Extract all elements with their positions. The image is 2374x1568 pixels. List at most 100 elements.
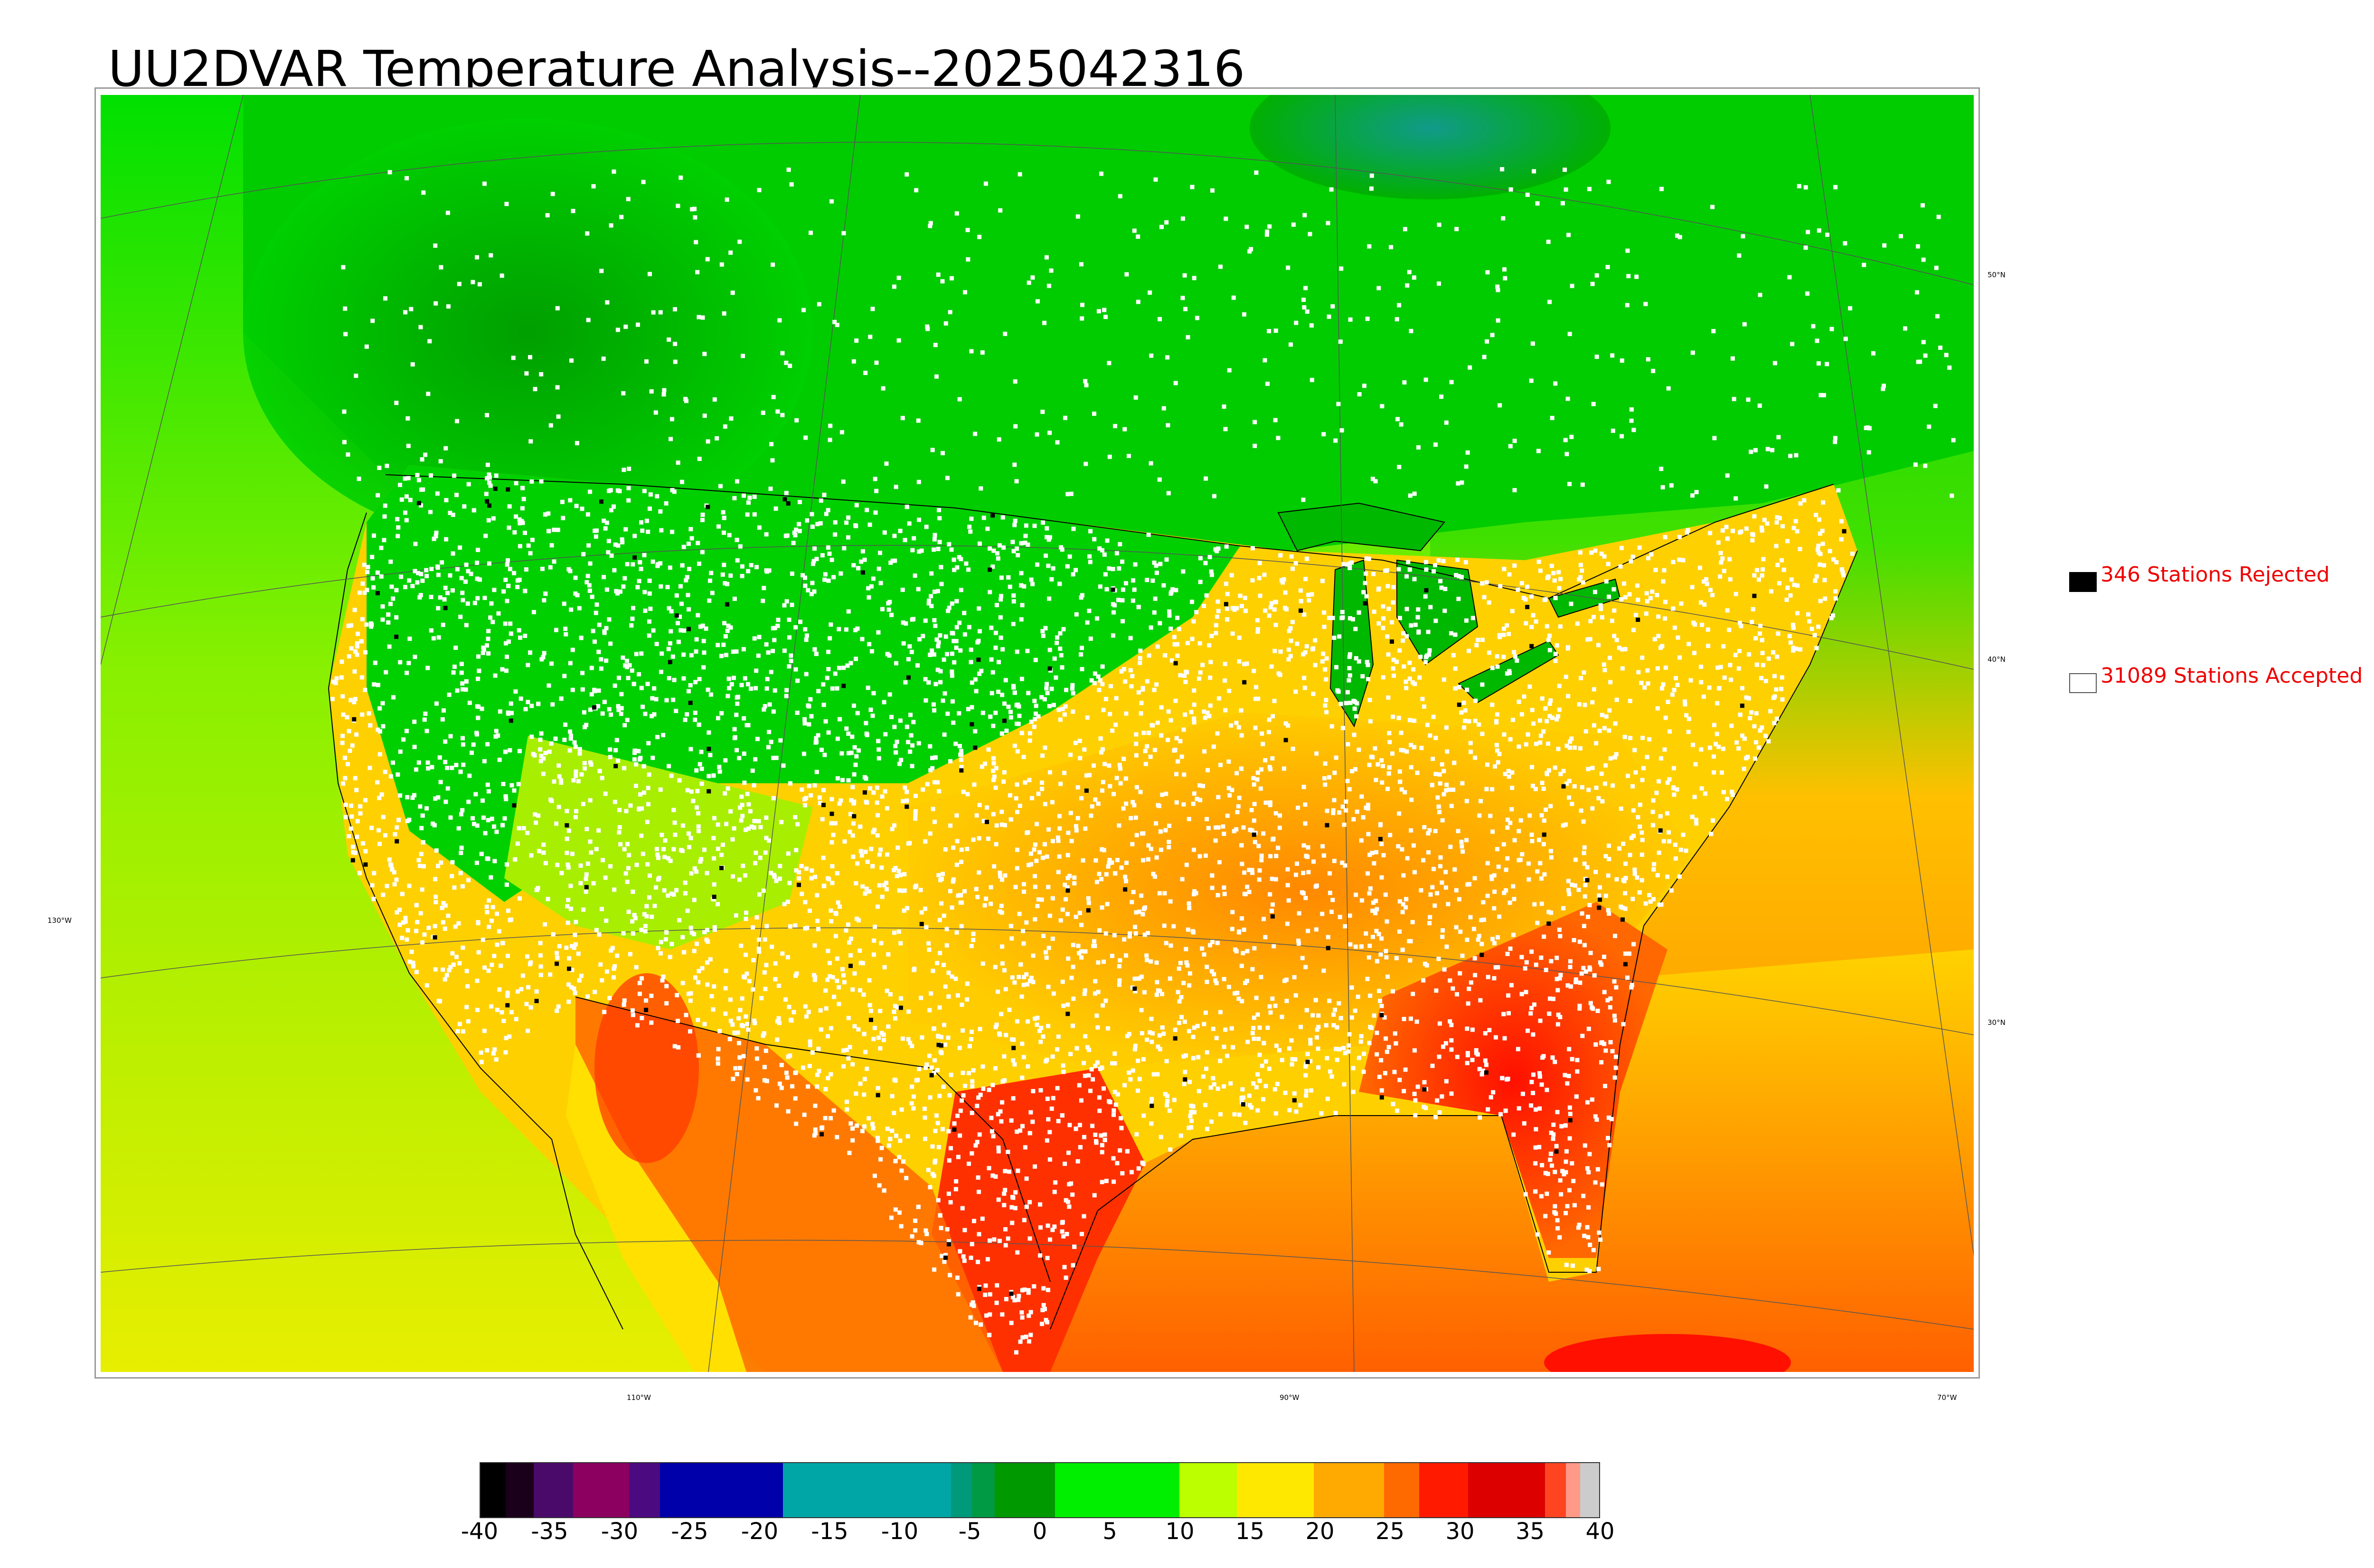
station-accepted — [1086, 1073, 1091, 1078]
station-accepted — [1174, 588, 1178, 592]
station-accepted — [754, 565, 759, 569]
station-accepted — [1600, 615, 1604, 620]
station-accepted — [549, 741, 554, 746]
station-accepted — [383, 770, 387, 774]
station-accepted — [705, 982, 710, 987]
station-accepted — [1427, 828, 1432, 833]
station-accepted — [1156, 1044, 1160, 1049]
station-accepted — [393, 832, 397, 836]
station-accepted — [1315, 1027, 1319, 1032]
station-accepted — [1598, 885, 1602, 890]
station-accepted — [1438, 781, 1442, 786]
station-accepted — [1187, 971, 1192, 976]
station-accepted — [1093, 1063, 1098, 1068]
station-accepted — [1052, 1190, 1057, 1194]
station-accepted — [803, 583, 808, 588]
station-accepted — [1108, 784, 1112, 789]
station-accepted — [1663, 665, 1668, 670]
station-accepted — [1718, 665, 1723, 669]
station-accepted — [975, 1140, 980, 1145]
station-accepted — [697, 969, 701, 973]
station-accepted — [1033, 842, 1037, 847]
station-accepted — [849, 751, 854, 755]
station-accepted — [988, 1238, 992, 1243]
station-accepted — [1278, 813, 1282, 818]
station-accepted — [1531, 1090, 1536, 1095]
station-accepted — [1127, 1032, 1131, 1036]
station-accepted — [879, 941, 884, 946]
station-accepted — [475, 978, 480, 983]
station-accepted — [1768, 709, 1773, 714]
station-accepted — [1290, 1062, 1294, 1067]
station-accepted — [1117, 566, 1121, 571]
station-accepted — [702, 1022, 707, 1026]
station-accepted — [1294, 873, 1298, 877]
station-accepted — [1602, 726, 1607, 731]
station-accepted — [1115, 858, 1120, 863]
cuba-hot — [1544, 1334, 1791, 1372]
station-accepted — [1569, 601, 1573, 606]
station-accepted — [386, 612, 391, 617]
station-accepted — [1582, 861, 1587, 866]
station-accepted — [1133, 562, 1138, 567]
station-accepted — [1592, 687, 1596, 692]
station-accepted — [1599, 771, 1604, 776]
station-accepted — [447, 968, 452, 973]
station-accepted — [814, 556, 819, 561]
station-accepted — [938, 680, 943, 685]
station-accepted — [1168, 1147, 1173, 1152]
station-accepted — [794, 868, 799, 873]
station-accepted — [956, 1155, 961, 1159]
station-accepted — [935, 961, 940, 966]
station-accepted — [453, 646, 458, 650]
station-accepted — [639, 567, 643, 571]
station-accepted — [485, 742, 490, 747]
station-accepted — [584, 580, 589, 584]
station-accepted — [331, 679, 336, 684]
station-accepted — [991, 548, 996, 553]
station-accepted — [804, 638, 809, 642]
station-accepted — [1118, 542, 1122, 546]
station-accepted — [1230, 631, 1235, 636]
station-accepted — [604, 626, 609, 630]
station-accepted — [825, 977, 830, 982]
station-accepted — [1314, 751, 1319, 756]
station-accepted — [639, 520, 643, 525]
station-accepted — [426, 766, 431, 771]
station-accepted — [720, 572, 725, 577]
station-accepted — [1567, 795, 1571, 800]
station-accepted — [609, 948, 613, 953]
station-accepted — [1093, 979, 1098, 984]
station-accepted — [1531, 1072, 1536, 1077]
station-accepted — [806, 588, 810, 592]
station-accepted — [589, 666, 594, 670]
station-accepted — [1151, 1072, 1156, 1077]
station-accepted — [539, 479, 544, 484]
station-accepted — [524, 1002, 529, 1006]
station-accepted — [871, 830, 876, 835]
station-accepted — [1212, 972, 1216, 976]
station-accepted — [1011, 622, 1016, 626]
station-accepted — [1141, 1057, 1146, 1061]
temperature-map[interactable] — [101, 95, 1974, 1372]
station-accepted — [1187, 1080, 1192, 1084]
station-accepted — [800, 892, 804, 896]
station-accepted — [411, 964, 416, 969]
station-accepted — [909, 733, 914, 738]
station-accepted — [933, 682, 938, 686]
station-accepted — [928, 744, 933, 749]
station-accepted — [466, 799, 471, 804]
station-accepted — [646, 741, 651, 745]
station-accepted — [1306, 870, 1311, 874]
station-accepted — [929, 604, 934, 609]
station-accepted — [1236, 930, 1241, 935]
station-accepted — [816, 733, 820, 738]
station-accepted — [1663, 616, 1667, 621]
station-accepted — [1043, 745, 1047, 750]
station-accepted — [1132, 976, 1137, 981]
station-accepted — [1458, 930, 1463, 934]
station-accepted — [1497, 751, 1502, 756]
station-accepted — [1373, 746, 1377, 751]
station-accepted — [1679, 601, 1684, 606]
station-accepted — [1728, 663, 1733, 667]
